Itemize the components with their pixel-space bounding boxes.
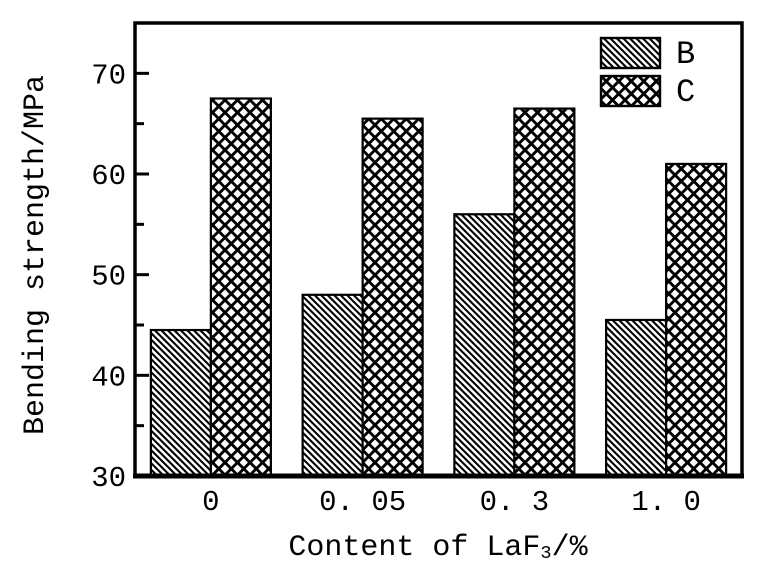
x-axis-title-suffix: /% <box>551 531 588 565</box>
x-tick-label: 1. 0 <box>631 486 701 519</box>
legend-swatch-B <box>599 36 662 70</box>
bar-B-0.05 <box>301 293 364 478</box>
x-axis-title-text: Content of LaF <box>288 531 541 565</box>
x-tick-label: 0. 05 <box>319 486 406 519</box>
y-tick-label: 70 <box>91 59 126 92</box>
legend-label-C: C <box>676 74 695 111</box>
x-tick-label: 0 <box>202 486 219 519</box>
legend-label-B: B <box>676 36 695 73</box>
y-tick-label: 40 <box>91 361 126 394</box>
x-axis-title: Content of LaF3/% <box>288 531 587 565</box>
bar-B-0 <box>149 328 212 478</box>
x-tick-label: 0. 3 <box>480 486 550 519</box>
bar-C-0.05 <box>361 117 424 478</box>
bar-C-0 <box>209 97 272 478</box>
x-axis-title-subscript: 3 <box>540 543 552 565</box>
y-tick-label: 30 <box>91 462 126 495</box>
bar-B-1.0 <box>605 318 668 478</box>
y-tick-label: 60 <box>91 160 126 193</box>
legend-swatch-C <box>599 74 662 108</box>
bar-C-0.3 <box>513 107 576 478</box>
bar-C-1.0 <box>665 162 728 478</box>
y-tick-label: 50 <box>91 261 126 294</box>
bar-B-0.3 <box>453 213 516 478</box>
